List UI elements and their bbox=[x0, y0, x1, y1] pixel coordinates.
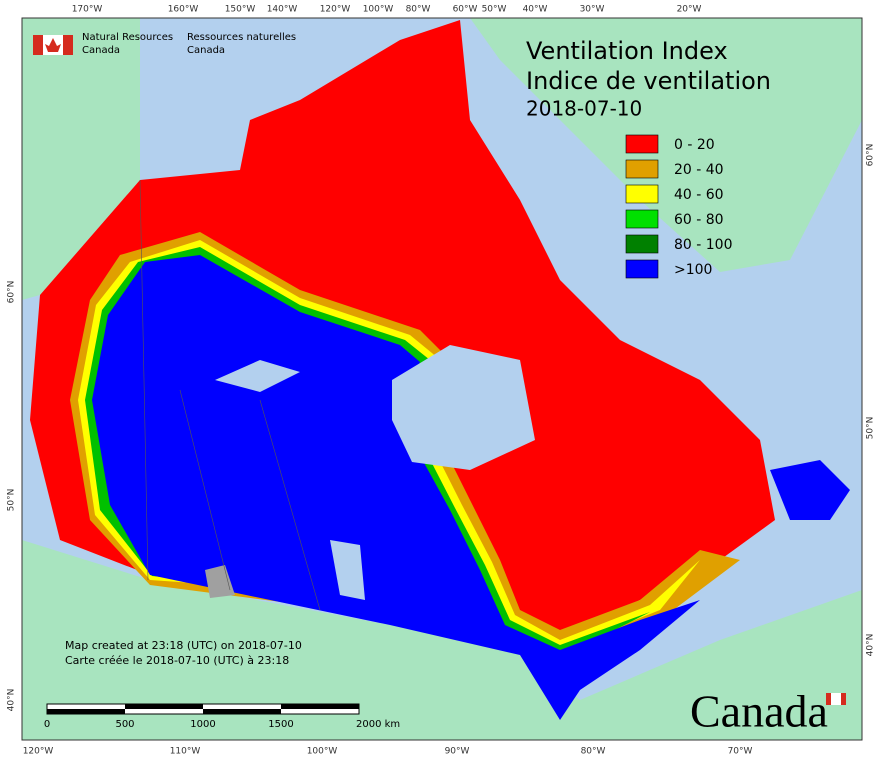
agency-en: Canada bbox=[82, 45, 120, 56]
graticule-label: 70°W bbox=[728, 747, 753, 757]
legend-swatch bbox=[625, 234, 659, 254]
no-data bbox=[205, 565, 235, 598]
wordmark-flag bbox=[831, 693, 841, 705]
legend-label: 80 - 100 bbox=[674, 237, 733, 253]
legend-label: 40 - 60 bbox=[674, 187, 724, 203]
graticule-label: 100°W bbox=[363, 5, 394, 15]
legend-swatch bbox=[625, 134, 659, 154]
graticule-label: 60°N bbox=[866, 144, 876, 167]
border bbox=[259, 399, 321, 611]
usa bbox=[22, 540, 862, 740]
great-bear-lake bbox=[215, 360, 300, 392]
legend-label: 20 - 40 bbox=[674, 162, 724, 178]
scale-label: 500 bbox=[115, 719, 134, 730]
graticule-label: 50°N bbox=[866, 417, 876, 440]
legend-label: 60 - 80 bbox=[674, 212, 724, 228]
flag bbox=[33, 35, 73, 55]
land bbox=[22, 18, 862, 740]
borders bbox=[139, 179, 321, 611]
credit: Map created at 23:18 (UTC) on 2018-07-10 bbox=[65, 639, 302, 652]
graticule-label: 120°W bbox=[23, 747, 54, 757]
scale-label: 2000 km bbox=[356, 719, 400, 730]
title: Indice de ventilation bbox=[526, 67, 771, 95]
hudson-bay bbox=[392, 345, 535, 470]
graticule-label: 90°W bbox=[445, 747, 470, 757]
newfoundland bbox=[770, 460, 850, 520]
greenland bbox=[470, 18, 862, 272]
agency-en: Natural Resources bbox=[82, 32, 173, 43]
legend-swatch bbox=[625, 209, 659, 229]
graticule-label: 60°N bbox=[7, 281, 17, 304]
graticule-label: 150°W bbox=[225, 5, 256, 15]
scale-label: 1000 bbox=[190, 719, 215, 730]
flag-bar bbox=[63, 35, 73, 55]
graticule-label: 170°W bbox=[72, 5, 103, 15]
legend-label: 0 - 20 bbox=[674, 137, 715, 153]
wordmark: Canada bbox=[690, 686, 828, 737]
legend-swatch bbox=[625, 184, 659, 204]
graticule-label: 50°N bbox=[7, 489, 17, 512]
legend-swatch bbox=[625, 159, 659, 179]
graticule-label: 50°W bbox=[482, 5, 507, 15]
scale-bar bbox=[46, 703, 360, 715]
scale-segment bbox=[47, 709, 125, 714]
flag-bar bbox=[33, 35, 43, 55]
graticule-label: 30°W bbox=[580, 5, 605, 15]
graticule-label: 80°W bbox=[581, 747, 606, 757]
maple-leaf bbox=[45, 38, 61, 52]
frame bbox=[21, 17, 863, 741]
border bbox=[179, 389, 231, 591]
legend-label: >100 bbox=[674, 262, 712, 278]
title: Ventilation Index bbox=[526, 37, 728, 65]
scale-segment bbox=[203, 709, 281, 714]
graticule-label: 110°W bbox=[170, 747, 201, 757]
graticule-label: 40°N bbox=[866, 634, 876, 657]
scale-label: 1500 bbox=[268, 719, 293, 730]
credit: Carte créée le 2018-07-10 (UTC) à 23:18 bbox=[65, 654, 289, 667]
border bbox=[139, 179, 149, 581]
canada bbox=[30, 20, 850, 720]
graticule-label: 100°W bbox=[307, 747, 338, 757]
scale-segment bbox=[125, 704, 203, 709]
scale-label: 0 bbox=[44, 719, 50, 730]
graticule-label: 60°W bbox=[453, 5, 478, 15]
graticule-label: 140°W bbox=[267, 5, 298, 15]
agency-fr: Canada bbox=[187, 45, 225, 56]
graticule-label: 120°W bbox=[320, 5, 351, 15]
graticule-label: 40°N bbox=[7, 689, 17, 712]
agency-fr: Ressources naturelles bbox=[187, 32, 296, 43]
date: 2018-07-10 bbox=[526, 97, 642, 121]
legend-swatch bbox=[625, 259, 659, 279]
graticule-label: 40°W bbox=[523, 5, 548, 15]
scale-segment bbox=[281, 704, 359, 709]
alaska bbox=[22, 18, 140, 300]
graticule-label: 20°W bbox=[677, 5, 702, 15]
graticule-label: 80°W bbox=[406, 5, 431, 15]
graticule-label: 160°W bbox=[168, 5, 199, 15]
lake-winnipeg bbox=[330, 540, 365, 600]
